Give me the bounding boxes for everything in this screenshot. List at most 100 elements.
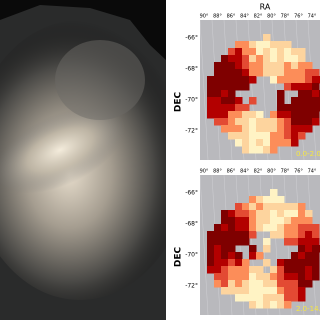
map-cell: [270, 217, 278, 225]
map-cell: [298, 224, 306, 232]
map: [200, 20, 320, 160]
map-cell: [270, 146, 278, 154]
map-cell: [235, 259, 243, 267]
map-cell: [312, 111, 320, 119]
map-cell: [228, 55, 236, 63]
map-cell: [277, 118, 285, 126]
map-cell: [242, 125, 250, 133]
map-cell: [256, 266, 264, 274]
map-cell: [249, 196, 257, 204]
map-cell: [221, 231, 229, 239]
map-cell: [312, 231, 320, 239]
map-cell: [228, 210, 236, 218]
map-cell: [277, 62, 285, 70]
map-cell: [249, 118, 257, 126]
map-cell: [235, 111, 243, 119]
map-cell: [298, 55, 306, 63]
map-cell: [291, 55, 299, 63]
map-cell: [277, 76, 285, 84]
map-cell: [263, 34, 271, 42]
map-cell: [228, 273, 236, 281]
map-cell: [298, 118, 306, 126]
map-cell: [312, 69, 320, 77]
map-cell: [270, 69, 278, 77]
map-cell: [242, 210, 250, 218]
map-cell: [207, 90, 215, 98]
x-tick-label: 88°: [213, 14, 222, 20]
x-tick-label: 82°: [254, 169, 263, 175]
map-cell: [221, 245, 229, 253]
map-cell: [256, 48, 264, 56]
map-cell: [221, 76, 229, 84]
x-tick-label: 80°: [267, 14, 276, 20]
map-cell: [242, 294, 250, 302]
map-cell: [235, 104, 243, 112]
x-tick-label: 76°: [294, 14, 303, 20]
map-cell: [263, 139, 271, 147]
map-cell: [291, 118, 299, 126]
map-cell: [298, 252, 306, 260]
map-cell: [270, 280, 278, 288]
map-cell: [298, 245, 306, 253]
map-cell: [221, 287, 229, 295]
map-cell: [305, 90, 313, 98]
map-cell: [214, 224, 222, 232]
map-cell: [214, 231, 222, 239]
map-cell: [242, 280, 250, 288]
map-cell: [298, 132, 306, 140]
map-cell: [291, 62, 299, 70]
map-cell: [263, 118, 271, 126]
x-tick-label: 82°: [254, 14, 263, 20]
map-cell: [312, 238, 320, 246]
map-cell: [263, 273, 271, 281]
map-cell: [207, 231, 215, 239]
map-cell: [228, 224, 236, 232]
map-cell: [277, 69, 285, 77]
map-cell: [277, 139, 285, 147]
map-cell: [305, 69, 313, 77]
map-cell: [284, 104, 292, 112]
map-cell: [221, 83, 229, 91]
map-cell: [214, 76, 222, 84]
map-cell: [298, 210, 306, 218]
map-cell: [284, 41, 292, 49]
map-cell: [284, 238, 292, 246]
map-cell: [270, 139, 278, 147]
map-cell: [263, 196, 271, 204]
map-cell: [214, 111, 222, 119]
map-cell: [235, 294, 243, 302]
map-cell: [256, 132, 264, 140]
map-cell: [235, 280, 243, 288]
map-cell: [270, 41, 278, 49]
map-cell: [312, 273, 320, 281]
y-axis-label: DEC: [174, 246, 184, 267]
map-cell: [305, 280, 313, 288]
map-cell: [228, 118, 236, 126]
map-cell: [221, 217, 229, 225]
map-cell: [284, 287, 292, 295]
map-cell: [256, 252, 264, 260]
map-cell: [263, 287, 271, 295]
map-cell: [305, 266, 313, 274]
map-cell: [235, 76, 243, 84]
map-cell: [291, 231, 299, 239]
map-cell: [242, 139, 250, 147]
map-cell: [284, 139, 292, 147]
map-cell: [277, 132, 285, 140]
map-cell: [291, 273, 299, 281]
map-cell: [270, 266, 278, 274]
map-cell: [263, 146, 271, 154]
map-cell: [228, 252, 236, 260]
map-cell: [263, 294, 271, 302]
map-cell: [291, 203, 299, 211]
map-cell: [256, 139, 264, 147]
map-cell: [270, 118, 278, 126]
map-cell: [312, 76, 320, 84]
map-cell: [249, 139, 257, 147]
map-cell: [249, 245, 257, 253]
map-cell: [242, 238, 250, 246]
map-cell: [256, 41, 264, 49]
map-cell: [277, 301, 285, 309]
map-cell: [256, 301, 264, 309]
